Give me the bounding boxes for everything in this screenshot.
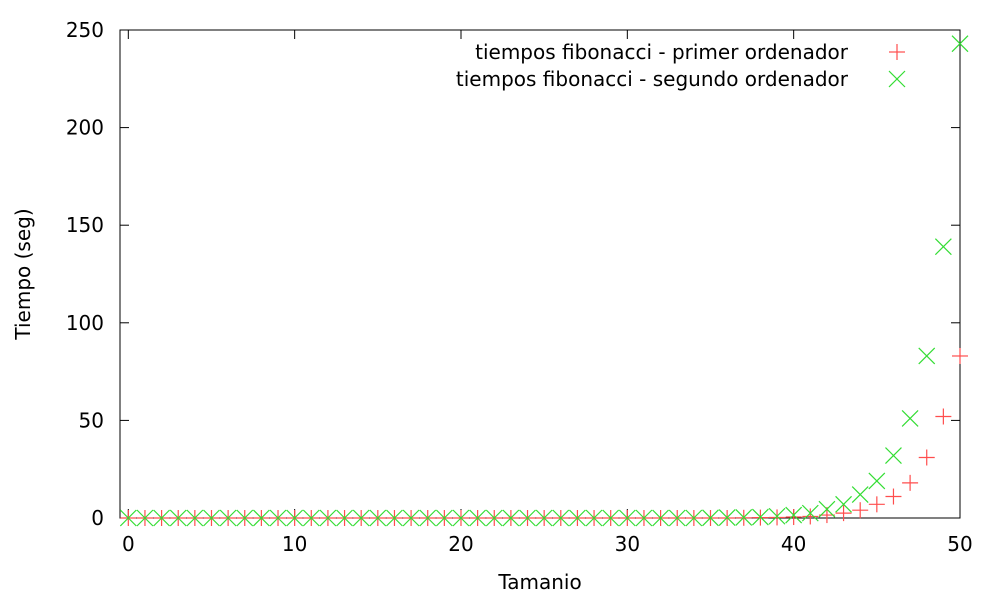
- data-point: [785, 509, 802, 526]
- data-point: [735, 508, 753, 526]
- data-point: [618, 509, 636, 527]
- data-point: [702, 509, 719, 527]
- data-point: [851, 486, 869, 504]
- legend-marker-primer: [889, 44, 905, 60]
- legend-marker-segundo: [888, 70, 906, 88]
- data-point: [435, 509, 453, 527]
- series-layer: [119, 35, 969, 527]
- data-point: [369, 509, 387, 527]
- data-point: [169, 509, 187, 527]
- data-point: [552, 509, 570, 527]
- data-point: [252, 509, 270, 527]
- y-tick-label: 250: [66, 18, 104, 42]
- data-point: [935, 408, 952, 425]
- legend-label-segundo: tiempos fibonacci - segundo ordenador: [456, 67, 849, 91]
- y-tick-label: 100: [66, 311, 104, 335]
- data-point: [718, 509, 736, 527]
- y-axis: 0 50 100 150 200 250: [66, 18, 960, 530]
- data-point: [136, 509, 154, 527]
- data-point: [469, 509, 487, 527]
- data-point: [952, 347, 968, 364]
- data-point: [668, 509, 686, 527]
- data-point: [652, 509, 670, 527]
- legend: tiempos fibonacci - primer ordenador tie…: [456, 40, 906, 91]
- data-point: [336, 509, 353, 527]
- data-point: [885, 488, 902, 505]
- data-point: [569, 509, 586, 527]
- data-point: [269, 509, 287, 527]
- series-1: [119, 35, 969, 527]
- x-tick-label: 40: [781, 532, 806, 556]
- data-point: [852, 502, 869, 519]
- plot-frame: [119, 29, 961, 519]
- data-point: [352, 509, 370, 527]
- legend-marker-glyph: [889, 44, 905, 60]
- data-point: [286, 509, 304, 527]
- data-point: [934, 238, 952, 256]
- x-tick-label: 50: [947, 532, 972, 556]
- y-tick-label: 50: [79, 408, 104, 432]
- x-tick-label: 0: [122, 532, 135, 556]
- data-point: [452, 509, 470, 527]
- y-axis-label: Tiempo (seg): [11, 208, 35, 340]
- y-tick-label: 150: [66, 213, 104, 237]
- data-point: [386, 509, 403, 527]
- data-point: [519, 509, 536, 527]
- data-point: [785, 506, 803, 524]
- data-point: [769, 509, 786, 526]
- data-point: [236, 509, 254, 527]
- legend-label-primer: tiempos fibonacci - primer ordenador: [475, 40, 849, 64]
- x-axis: 0 10 20 30 40 50: [122, 30, 973, 556]
- data-point: [868, 496, 885, 513]
- data-point: [901, 410, 919, 427]
- data-point: [535, 509, 553, 527]
- x-tick-label: 20: [448, 532, 473, 556]
- data-point: [685, 509, 703, 527]
- data-point: [485, 509, 503, 527]
- data-point: [186, 509, 204, 527]
- series-0: [120, 347, 968, 526]
- data-point: [219, 509, 237, 527]
- data-point: [402, 509, 420, 527]
- data-point: [868, 472, 886, 490]
- x-axis-label: Tamanio: [497, 570, 581, 594]
- y-tick-label: 200: [66, 116, 104, 140]
- data-point: [302, 509, 320, 527]
- x-tick-label: 30: [615, 532, 640, 556]
- data-point: [918, 347, 936, 365]
- x-tick-label: 10: [282, 532, 307, 556]
- data-point: [203, 509, 220, 527]
- legend-marker-glyph: [888, 70, 906, 88]
- y-tick-label: 0: [91, 506, 104, 530]
- data-point: [902, 474, 919, 491]
- data-point: [419, 509, 437, 527]
- data-point: [835, 495, 852, 513]
- data-point: [768, 507, 786, 525]
- data-point: [751, 508, 769, 526]
- data-point: [119, 509, 137, 527]
- data-point: [635, 509, 653, 527]
- data-point: [818, 500, 836, 518]
- data-point: [319, 509, 337, 527]
- data-point: [951, 35, 969, 53]
- data-point: [801, 504, 819, 522]
- data-point: [502, 509, 520, 527]
- data-point: [802, 508, 819, 525]
- data-point: [602, 509, 620, 527]
- data-point: [835, 505, 852, 522]
- data-point: [153, 509, 171, 527]
- data-point: [885, 447, 902, 464]
- data-point: [918, 449, 935, 466]
- data-point: [585, 509, 603, 527]
